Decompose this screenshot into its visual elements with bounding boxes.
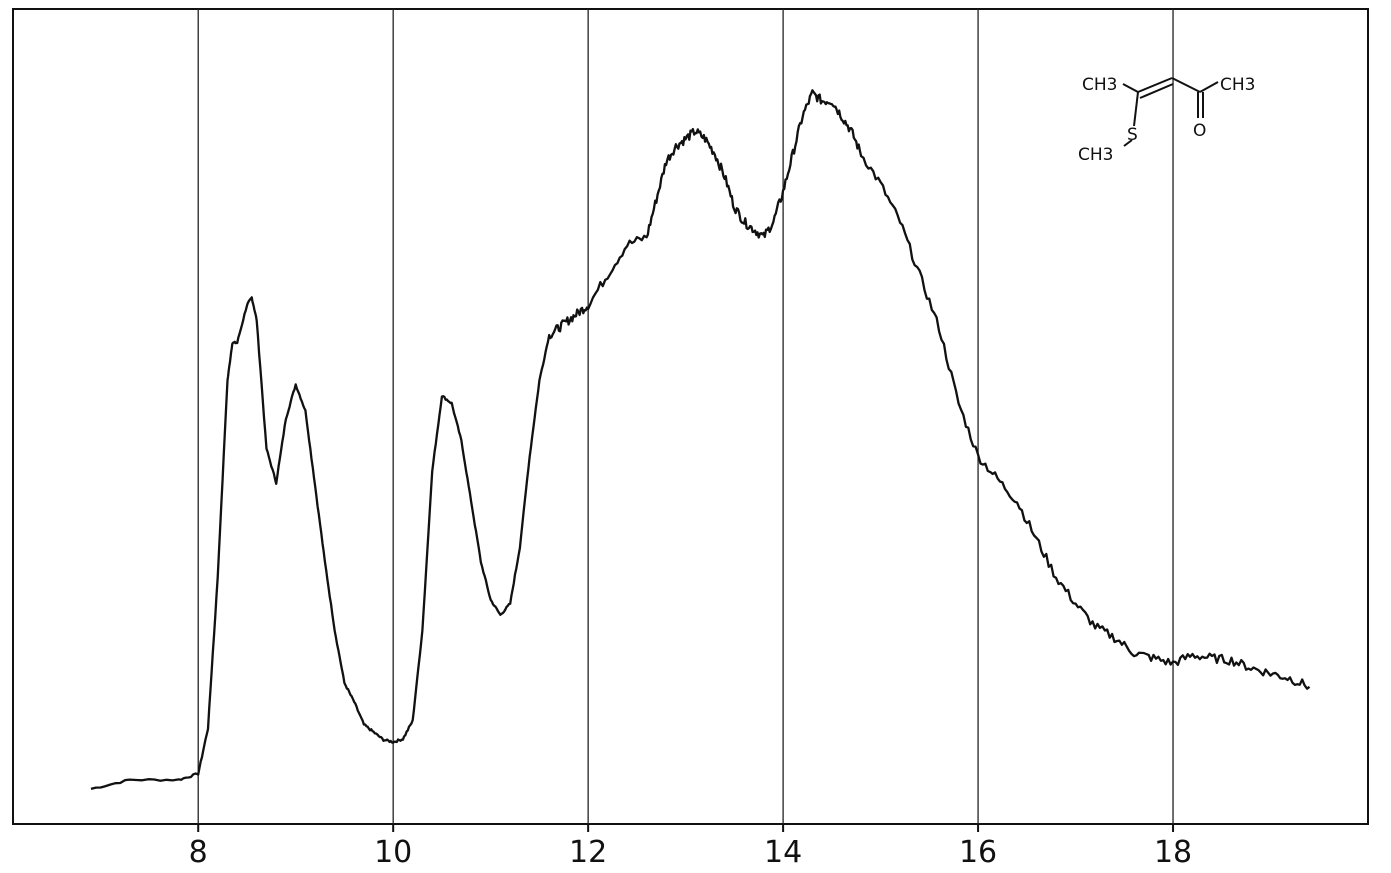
molecule-bond bbox=[1199, 81, 1219, 93]
molecule-bond bbox=[1123, 139, 1133, 147]
x-tick-label-10: 10 bbox=[374, 835, 412, 870]
x-axis-ticks bbox=[197, 824, 1175, 832]
molecule-structure-inset: CH3 S CH3 CH3 O bbox=[1078, 75, 1255, 165]
molecule-bond bbox=[1133, 91, 1139, 127]
plot-frame bbox=[12, 8, 1369, 825]
molecule-label-ch3-bottom: CH3 bbox=[1078, 145, 1113, 165]
molecule-label-ch3-right: CH3 bbox=[1220, 75, 1255, 95]
molecule-double-bond bbox=[1139, 83, 1174, 99]
molecule-bond bbox=[1171, 77, 1201, 93]
molecule-label-o: O bbox=[1193, 121, 1206, 141]
molecule-double-bond bbox=[1137, 77, 1173, 93]
x-axis-tick-labels: 8 10 12 14 16 18 bbox=[189, 835, 1192, 870]
molecule-label-ch3-top-left: CH3 bbox=[1082, 75, 1117, 95]
x-tick-label-14: 14 bbox=[764, 835, 802, 870]
spectrum-series-line bbox=[90, 89, 1311, 791]
molecule-label-s: S bbox=[1127, 125, 1138, 145]
x-tick-label-8: 8 bbox=[189, 835, 208, 870]
x-tick-label-12: 12 bbox=[569, 835, 607, 870]
molecule-bond bbox=[1122, 83, 1139, 93]
x-tick-label-16: 16 bbox=[959, 835, 997, 870]
x-tick-label-18: 18 bbox=[1154, 835, 1192, 870]
vertical-grid-lines bbox=[197, 9, 1174, 824]
